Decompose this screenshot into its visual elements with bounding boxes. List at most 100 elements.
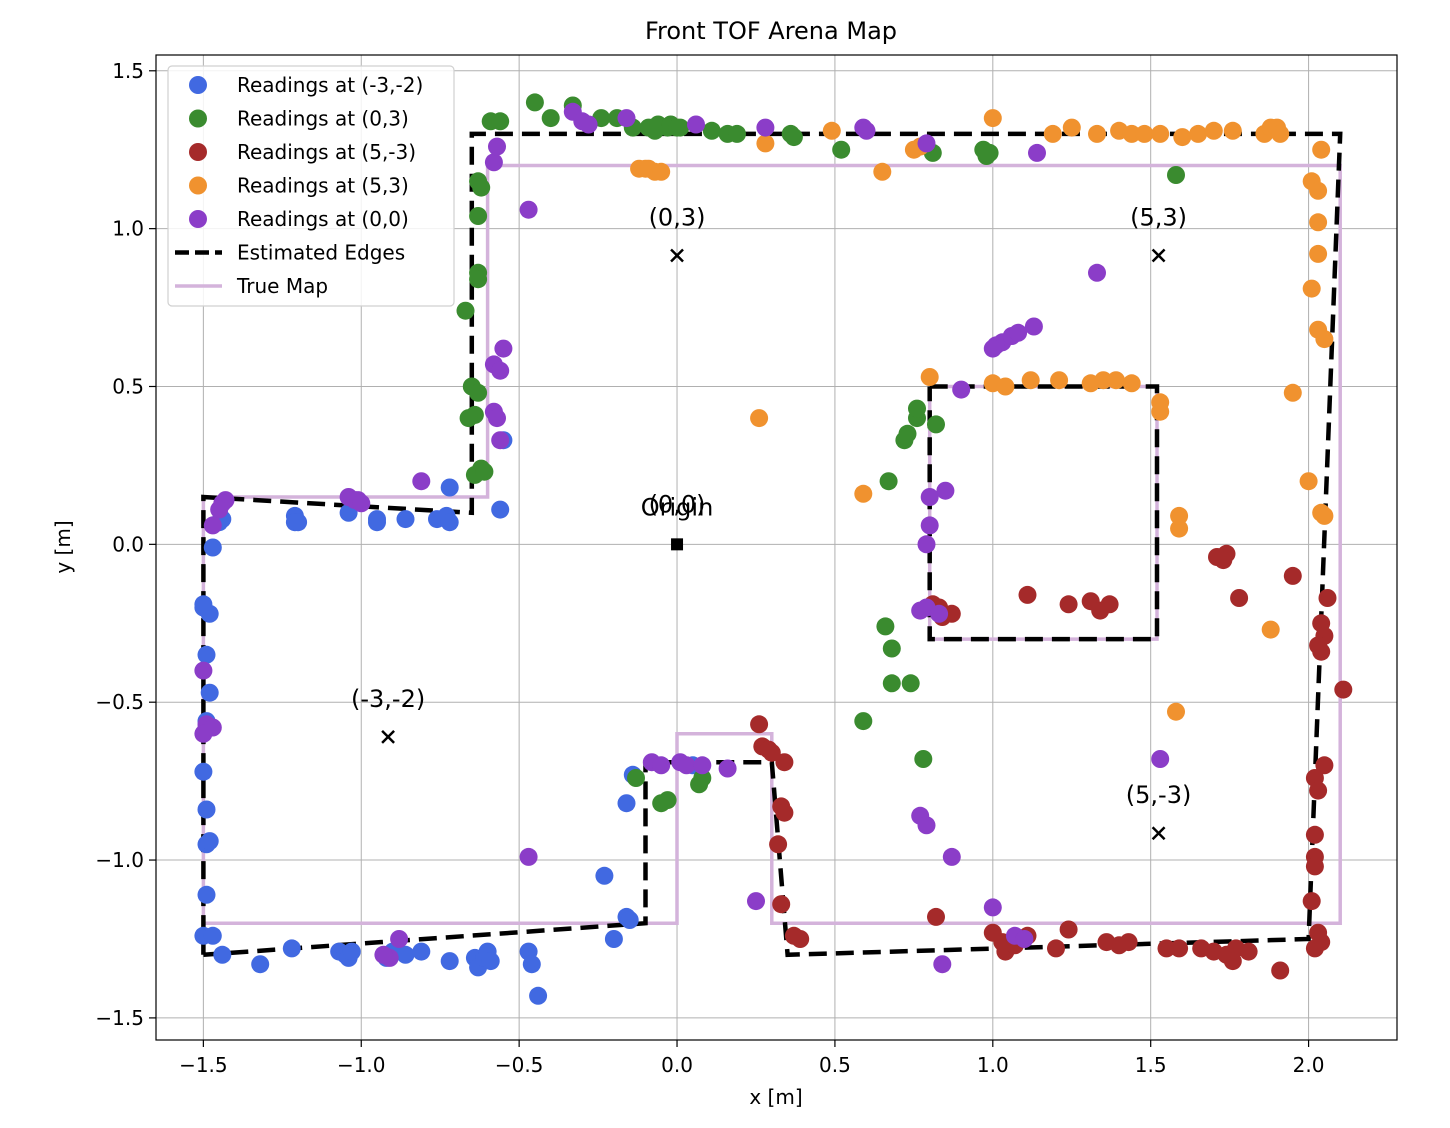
pose-marker [1151, 826, 1166, 841]
reading-point-0 [342, 942, 361, 961]
reading-point-4 [519, 847, 538, 866]
reading-point-4 [579, 115, 598, 134]
reading-point-2 [1305, 825, 1324, 844]
reading-point-1 [541, 109, 560, 128]
reading-point-1 [882, 674, 901, 693]
reading-point-1 [671, 118, 690, 137]
reading-point-4 [484, 153, 503, 172]
reading-point-2 [1170, 939, 1189, 958]
reading-point-4 [374, 945, 393, 964]
legend-marker [189, 210, 207, 228]
true-map-inner [927, 384, 1159, 641]
reading-point-3 [1189, 124, 1208, 143]
pose-marker [381, 730, 395, 744]
reading-point-0 [213, 945, 232, 964]
reading-point-2 [775, 803, 794, 822]
reading-point-3 [1094, 371, 1113, 390]
pose-label: (5,-3) [1126, 781, 1192, 809]
reading-point-4 [1028, 143, 1046, 162]
reading-point-1 [1167, 166, 1185, 184]
reading-point-3 [1204, 121, 1223, 140]
reading-point-2 [1059, 920, 1078, 939]
reading-point-3 [750, 409, 769, 428]
reading-point-1 [459, 409, 478, 428]
x-tick-label: 2.0 [1293, 1053, 1325, 1077]
reading-point-3 [1167, 702, 1185, 721]
reading-point-3 [854, 484, 873, 503]
reading-point-1 [977, 147, 996, 165]
reading-point-4 [917, 816, 936, 835]
reading-point-2 [1318, 589, 1337, 607]
reading-point-4 [1009, 323, 1028, 342]
map-outlines [201, 131, 1343, 958]
y-tick-label: 0.5 [112, 374, 144, 398]
reading-point-1 [472, 178, 491, 197]
grid-lines [156, 55, 1397, 1040]
reading-point-4 [352, 494, 371, 513]
reading-point-1 [469, 270, 488, 289]
reading-point-2 [1271, 961, 1290, 980]
reading-point-3 [1021, 371, 1040, 390]
reading-point-3 [983, 109, 1002, 128]
reading-point-2 [1239, 942, 1258, 961]
reading-point-1 [832, 140, 851, 159]
chart-title: Front TOF Arena Map [645, 17, 897, 45]
reading-point-3 [1062, 118, 1081, 137]
axis-ticks: −1.5 −1.0 −0.5 0.0 0.5 1.0 1.5 2.0 −1.5 −1.0 −0.5 0… [95, 59, 1324, 1077]
reading-point-3 [1261, 620, 1280, 639]
pose-label: (-3,-2) [351, 685, 425, 713]
reading-point-2 [1305, 857, 1324, 876]
pose-label: (0,3) [649, 203, 706, 231]
reading-point-2 [1157, 939, 1176, 958]
legend-label: Readings at (-3,-2) [237, 73, 423, 97]
reading-point-3 [1312, 140, 1331, 159]
reading-point-0 [200, 683, 219, 702]
reading-point-1 [693, 769, 712, 787]
reading-point-2 [1230, 589, 1249, 607]
x-tick-label: −1.0 [337, 1053, 386, 1077]
reading-point-4 [920, 488, 939, 506]
reading-point-2 [1309, 781, 1328, 800]
x-axis-label: x [m] [749, 1085, 802, 1109]
reading-point-4 [519, 200, 538, 219]
x-tick-label: 0.0 [661, 1053, 693, 1077]
legend-label: True Map [236, 274, 328, 298]
reading-point-0 [203, 538, 222, 557]
reading-point-4 [488, 137, 506, 156]
reading-point-3 [1271, 124, 1290, 143]
reading-point-4 [756, 118, 775, 137]
reading-point-0 [396, 945, 415, 964]
reading-point-1 [475, 462, 494, 481]
reading-point-3 [1122, 124, 1141, 143]
y-axis-label: y [m] [51, 520, 75, 573]
reading-point-0 [197, 885, 216, 904]
reading-point-2 [750, 715, 769, 734]
reading-point-2 [1100, 595, 1119, 614]
reading-point-1 [876, 617, 895, 636]
legend: Readings at (-3,-2) Readings at (0,3) Read… [167, 65, 455, 307]
reading-point-4 [917, 535, 936, 554]
reading-point-3 [822, 121, 841, 140]
reading-point-1 [854, 712, 873, 731]
reading-point-1 [728, 124, 746, 143]
reading-point-4 [652, 756, 671, 775]
reading-point-2 [1305, 939, 1324, 958]
reading-point-4 [210, 500, 229, 519]
reading-point-4 [693, 756, 712, 775]
true-map-outer [201, 163, 1342, 925]
reading-point-0 [481, 952, 500, 971]
reading-point-0 [617, 794, 636, 813]
reading-point-1 [525, 93, 544, 112]
pose-label: (5,3) [1130, 203, 1187, 231]
reading-point-3 [873, 162, 892, 181]
x-tick-label: 1.0 [977, 1053, 1009, 1077]
reading-point-0 [412, 942, 431, 961]
reading-point-4 [1015, 930, 1034, 948]
reading-point-0 [440, 513, 459, 532]
reading-point-0 [620, 911, 639, 929]
reading-point-4 [494, 339, 513, 358]
reading-point-3 [1151, 124, 1170, 143]
reading-point-4 [857, 121, 876, 140]
reading-point-0 [197, 800, 216, 819]
reading-point-4 [718, 759, 737, 778]
